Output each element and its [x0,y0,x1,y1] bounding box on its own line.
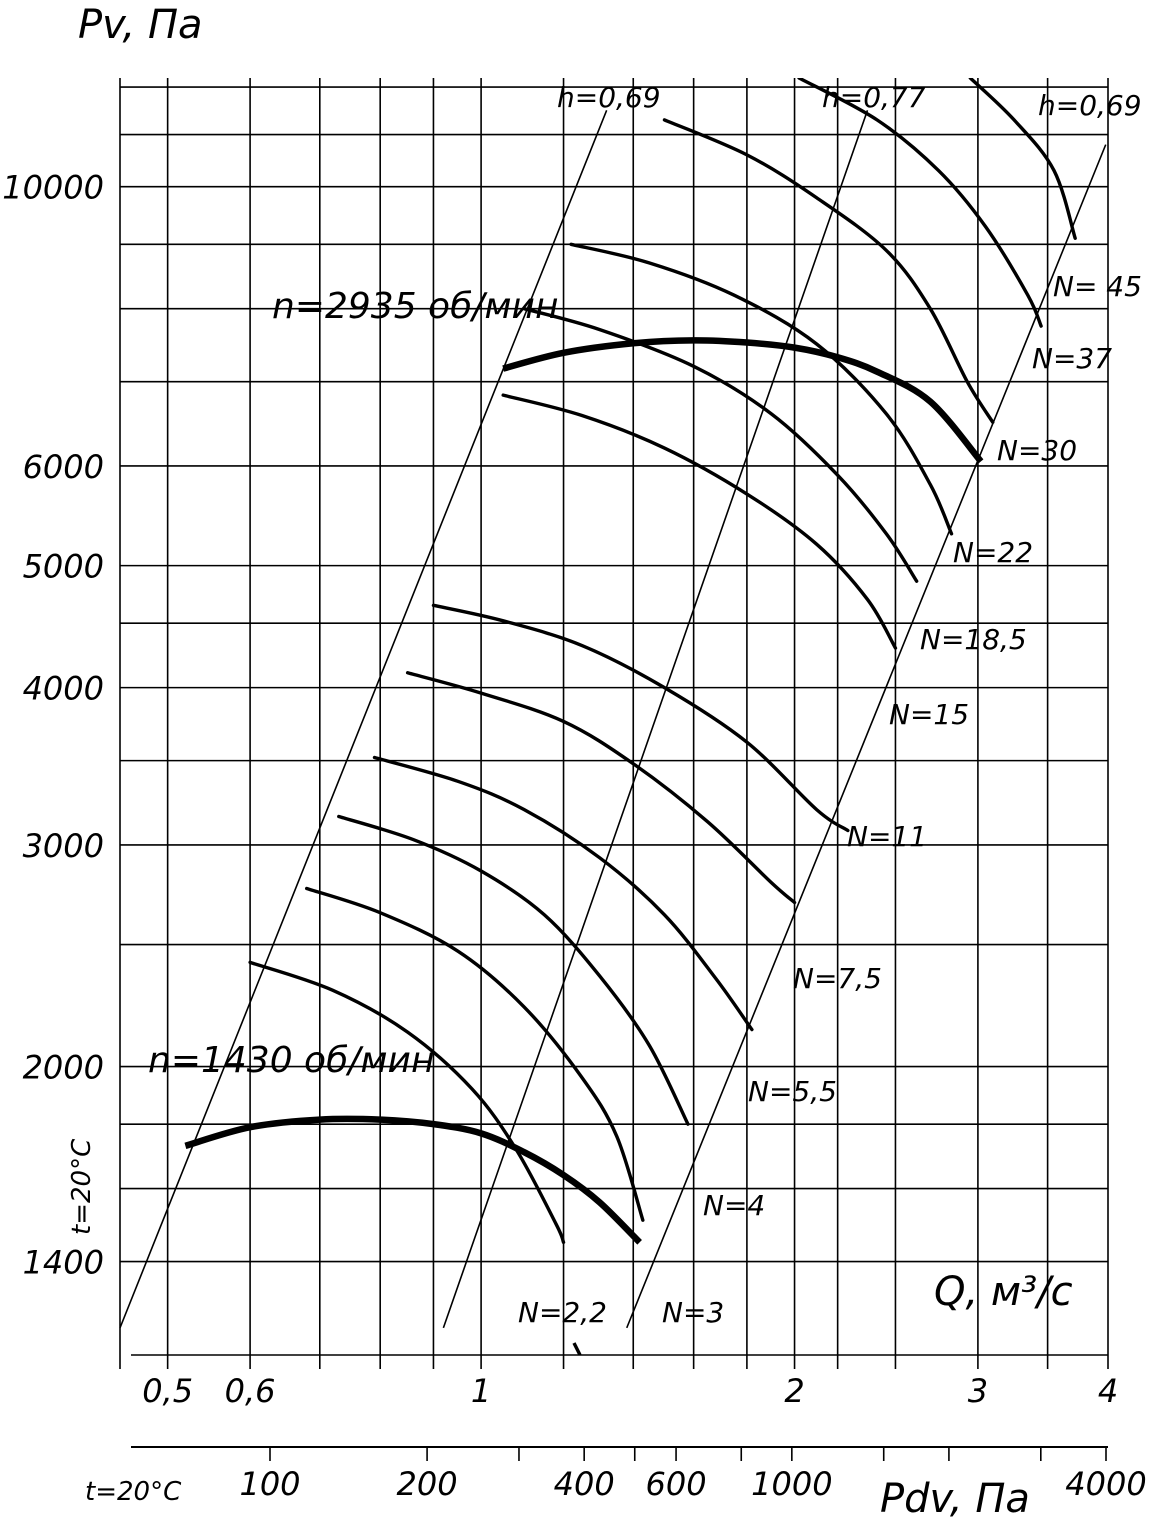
pdv-tick-label: 400 [554,1465,615,1503]
pdv-tick-label: 1000 [751,1465,832,1503]
power-label-11: N=11 [847,820,927,853]
power-label-3: N=3 [662,1296,724,1329]
power-label-4: N=4 [703,1189,765,1222]
speed-label-1430: n=1430 об/мин [148,1040,435,1081]
temperature-label-left: t=20°C [67,1138,97,1235]
pdv-axis-label: Pdv, Па [880,1476,1030,1522]
x-tick-label: 4 [1098,1372,1118,1410]
efficiency-line-3 [626,144,1107,1329]
power-curve-7 [501,393,898,650]
power-label-7-5: N=7,5 [793,962,882,995]
speed-curve-2 [502,337,984,464]
power-curve-8 [522,306,919,583]
y-axis-label: Pv, Па [78,2,203,48]
power-curve-4 [372,755,754,1032]
power-curve-stub [572,1342,582,1355]
y-tick-label: 4000 [23,670,104,708]
speed-curve-1 [184,1115,642,1245]
y-tick-label: 6000 [23,448,104,486]
power-curve-5 [405,671,797,905]
power-label-30: N=30 [997,434,1077,467]
ticks: 0,5 0,6 1 2 3 4 1400 2000 3000 4000 5000 6000 10000 1… [2,169,1147,1503]
efficiency-label-2: h=0,77 [822,81,926,114]
speed-label-2935: n=2935 об/мин [272,286,559,327]
power-label-37: N=37 [1032,342,1112,375]
power-curve-9 [569,242,954,536]
pdv-tick-label: 200 [397,1465,458,1503]
power-curve-3 [337,814,690,1126]
x-tick-label: 3 [968,1372,988,1410]
power-curve-11 [797,78,1043,328]
pdv-tick-label: 4000 [1065,1465,1146,1503]
y-tick-label: 1400 [23,1244,104,1282]
power-label-5-5: N=5,5 [748,1075,837,1108]
power-curves [248,78,1077,1355]
efficiency-label-1: h=0,69 [557,81,661,114]
efficiency-lines [119,110,1107,1329]
x-tick-label: 0,6 [225,1372,276,1410]
power-label-2-2: N=2,2 [518,1296,607,1329]
x-tick-label: 0,5 [142,1372,193,1410]
temperature-label-bottom: t=20°C [85,1477,182,1507]
efficiency-line-1 [119,110,608,1329]
power-curve-6 [431,603,850,833]
power-curve-2 [304,886,645,1222]
speed-curves [184,337,984,1245]
power-label-45: N= 45 [1053,270,1142,303]
x-tick-label: 2 [784,1372,804,1410]
y-tick-label: 10000 [2,169,104,207]
power-label-18-5: N=18,5 [920,623,1027,656]
y-tick-label: 2000 [23,1049,104,1087]
power-label-15: N=15 [889,698,969,731]
x-axis-label: Q, м³/с [934,1269,1073,1315]
power-curve-1 [248,960,566,1245]
x-tick-label: 1 [471,1372,491,1410]
y-tick-label: 3000 [23,827,104,865]
efficiency-label-3: h=0,69 [1038,89,1142,122]
power-curve-12 [968,78,1077,240]
pdv-tick-label: 600 [646,1465,707,1503]
grid [119,78,1109,1461]
y-tick-label: 5000 [23,548,104,586]
efficiency-line-2 [442,110,869,1329]
power-curve-10 [662,118,995,424]
power-label-22: N=22 [953,536,1033,569]
pdv-tick-label: 100 [239,1465,300,1503]
